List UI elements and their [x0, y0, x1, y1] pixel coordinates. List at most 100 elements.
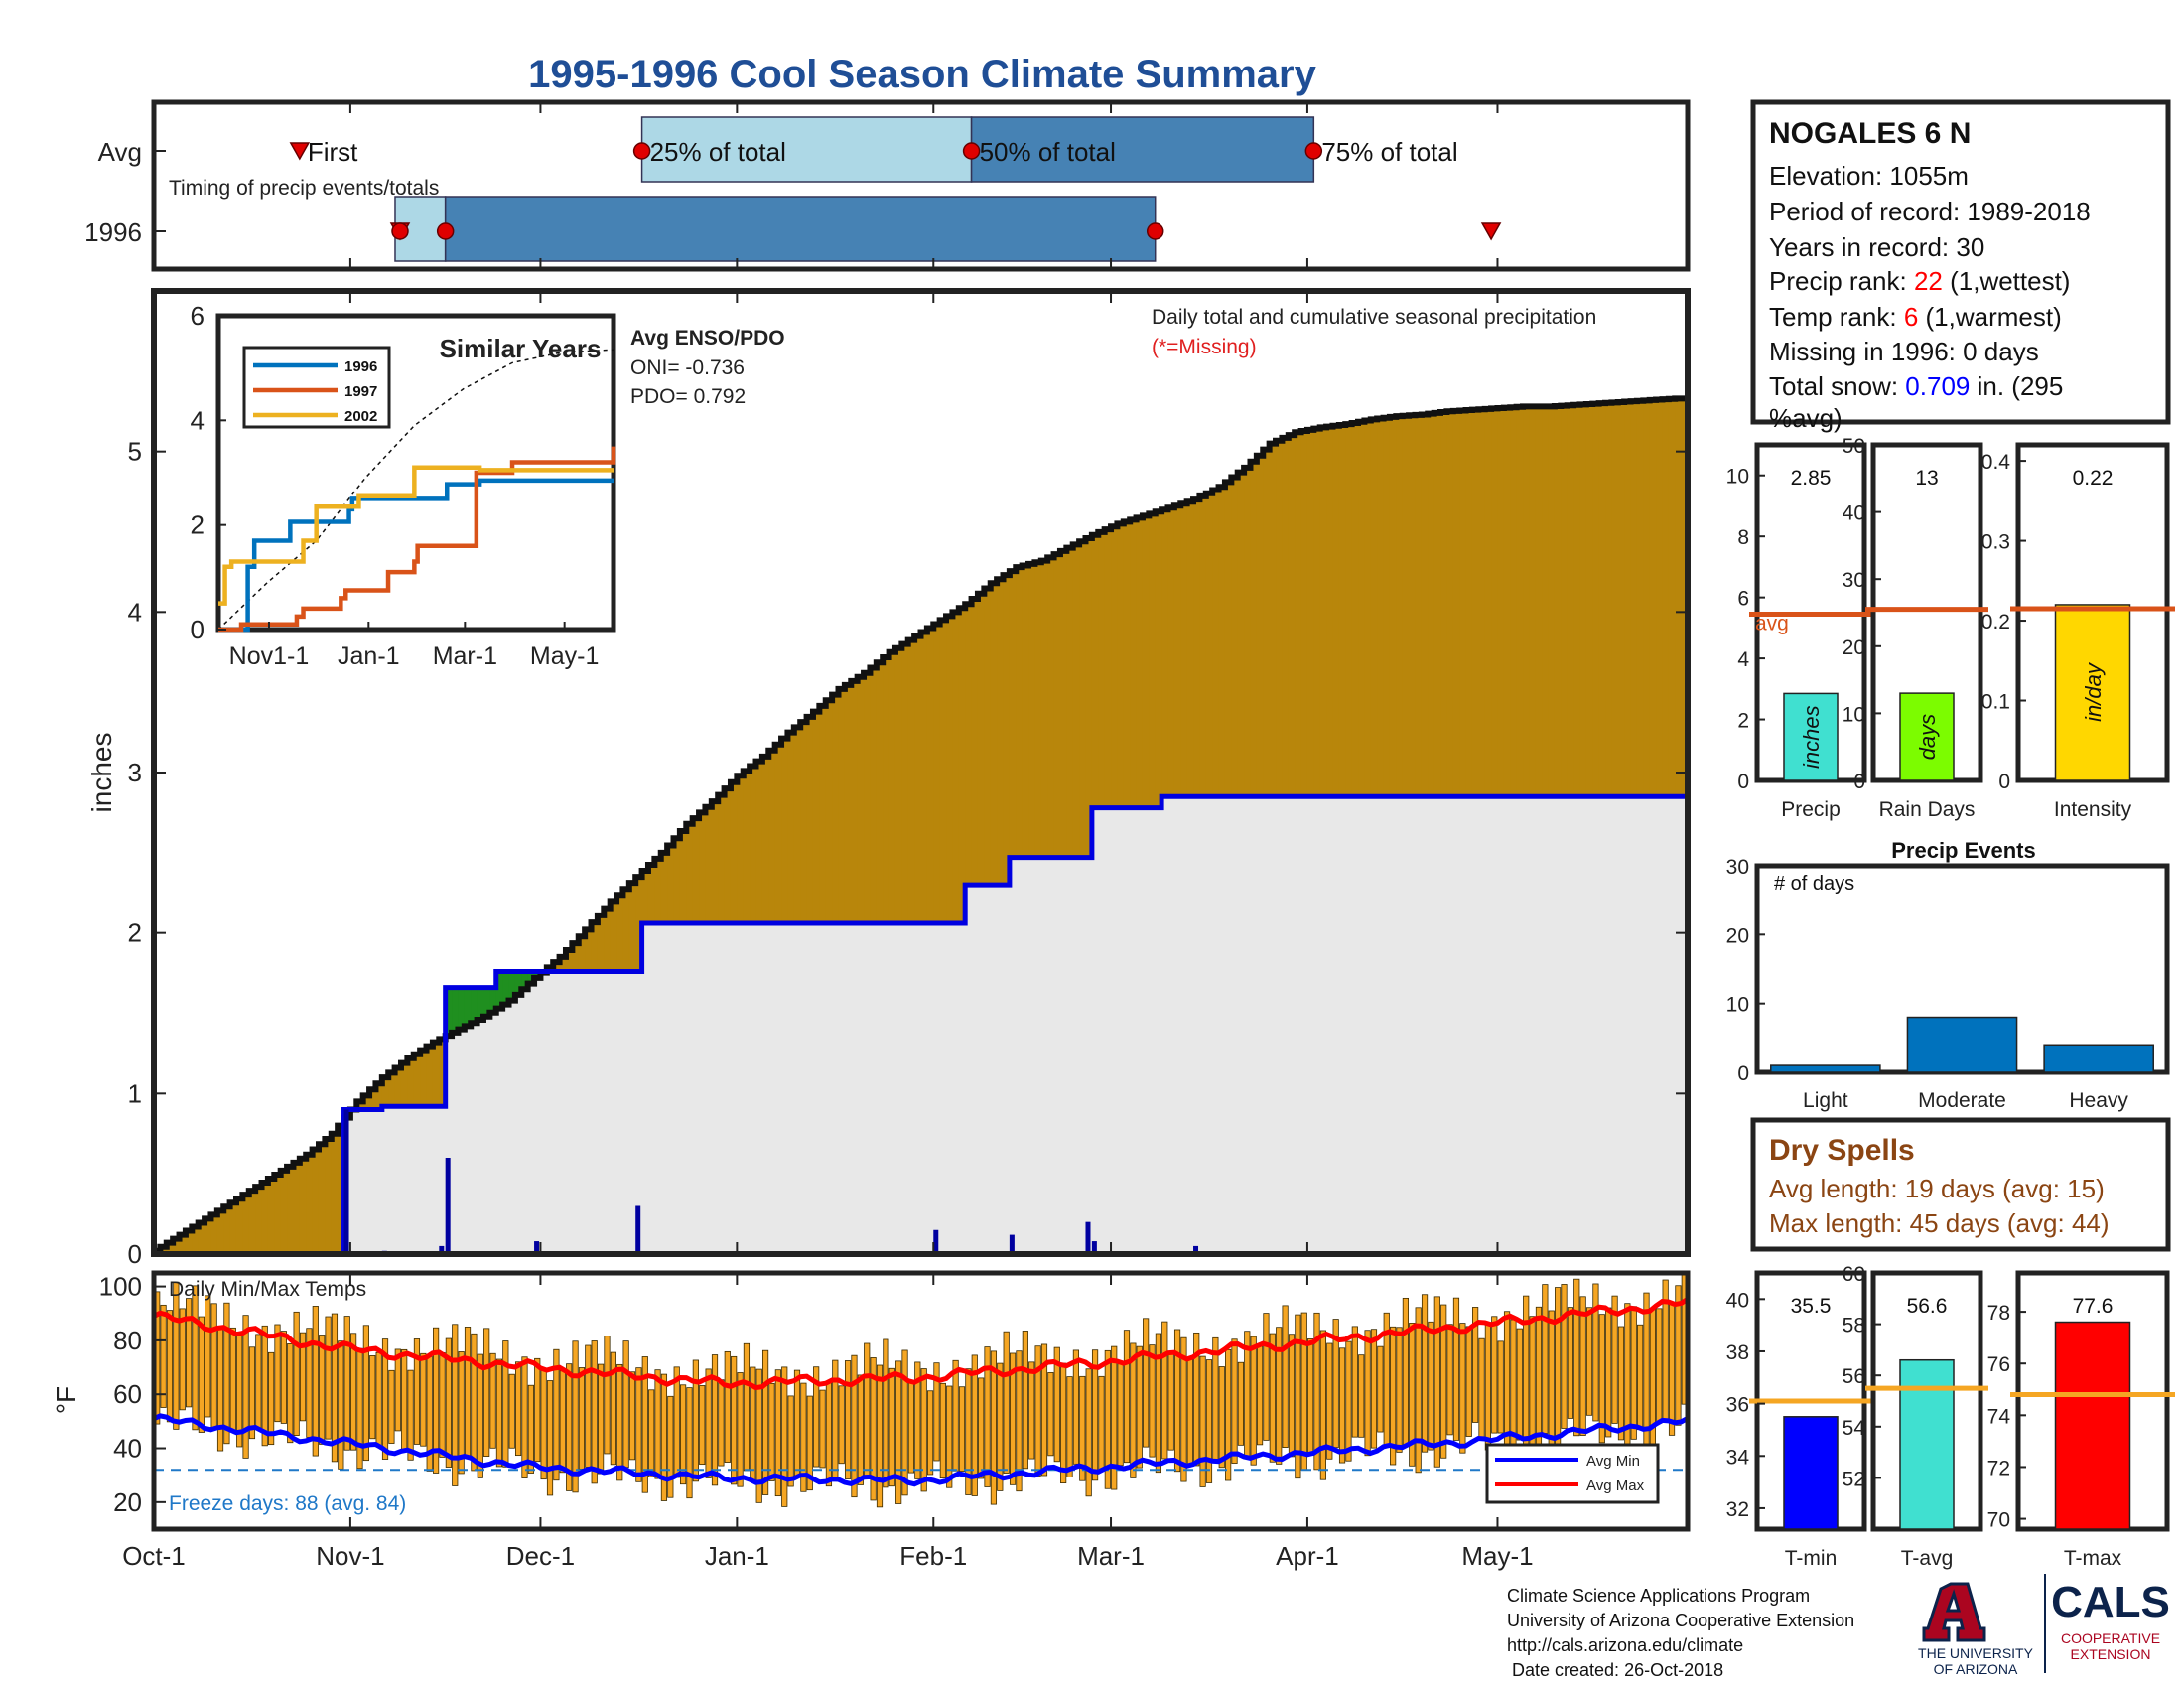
precip-surplus-segment — [1295, 432, 1302, 797]
daily-precip-bar — [933, 1229, 939, 1254]
daily-temp-bar — [1288, 1334, 1296, 1458]
precip-ytick-label: 4 — [1737, 648, 1749, 671]
precip-surplus-segment — [699, 812, 707, 923]
daily-temp-bar — [1104, 1349, 1111, 1489]
precip-surplus-segment — [280, 1170, 288, 1254]
precip-surplus-segment — [1338, 424, 1346, 797]
precip-surplus-segment — [248, 1191, 256, 1254]
daily-temp-bar — [686, 1387, 693, 1499]
dry-spells-title: Dry Spells — [1769, 1134, 1915, 1167]
daily-temp-bar — [851, 1354, 858, 1498]
precip-surplus-segment — [1218, 487, 1226, 797]
precip-surplus-segment — [692, 818, 700, 923]
x-axis-label: May-1 — [1461, 1541, 1533, 1571]
daily-temp-bar — [1624, 1303, 1631, 1456]
events-ytick-label: 0 — [1737, 1062, 1749, 1085]
precip-surplus-segment — [1656, 399, 1664, 797]
precip-deficit-segment — [495, 971, 503, 1009]
precip-surplus-segment — [1098, 531, 1106, 808]
daily-temp-bar — [724, 1350, 731, 1463]
page-title: 1995-1996 Cool Season Climate Summary — [528, 53, 1316, 96]
precip-surplus-segment — [920, 632, 928, 923]
precip-surplus-segment — [1351, 422, 1359, 797]
precip-surplus-segment — [216, 1210, 224, 1254]
precip-surplus-segment — [585, 929, 593, 972]
precip-surplus-segment — [1111, 526, 1119, 808]
precip-surplus-segment — [1306, 429, 1314, 797]
daily-temp-bar — [679, 1384, 687, 1485]
daily-temp-bar — [984, 1346, 991, 1487]
daily-temp-bar — [1548, 1310, 1555, 1446]
daily-temp-bar — [1409, 1322, 1416, 1467]
daily-temp-bar — [1656, 1308, 1663, 1424]
precip-surplus-segment — [622, 889, 630, 972]
daily-temp-bar — [299, 1332, 307, 1422]
precip-surplus-segment — [761, 756, 769, 923]
precip-surplus-segment — [610, 901, 617, 972]
precip-surplus-segment — [750, 766, 757, 923]
precip-ytick-label: 1 — [128, 1078, 142, 1108]
precip-surplus-segment — [1605, 402, 1612, 797]
precip-deficit-segment — [477, 987, 484, 1020]
daily-temp-bar — [464, 1327, 472, 1459]
daily-temp-bar — [1028, 1361, 1035, 1460]
precip-surplus-segment — [338, 1125, 345, 1254]
station-elevation: Elevation: 1055m — [1769, 161, 1969, 191]
avg-75-marker — [1304, 142, 1323, 160]
precip-surplus-segment — [223, 1206, 231, 1254]
precip-surplus-segment — [965, 604, 973, 886]
precip-surplus-segment — [1136, 517, 1144, 808]
enso-oni: ONI= -0.736 — [630, 356, 745, 379]
temp-category-label: T-max — [2064, 1547, 2122, 1570]
precip-deficit-segment — [445, 987, 453, 1037]
x-axis-label: Nov-1 — [316, 1541, 384, 1571]
daily-temp-bar — [1237, 1361, 1244, 1446]
precip-deficit-segment — [464, 987, 472, 1027]
daily-temp-bar — [1016, 1350, 1023, 1492]
missing-days: Missing in 1996: 0 days — [1769, 337, 2039, 366]
precip-surplus-segment — [876, 662, 884, 923]
daily-temp-bar — [1351, 1326, 1358, 1438]
precip-surplus-segment — [413, 1054, 421, 1107]
daily-temp-bar — [1598, 1314, 1605, 1444]
daily-temp-bar — [471, 1333, 478, 1472]
precip-surplus-segment — [1649, 399, 1657, 797]
daily-temp-bar — [420, 1352, 427, 1447]
precip-surplus-segment — [604, 908, 612, 972]
daily-temp-bar — [616, 1363, 623, 1481]
precip-events-chart: Precip Events # of days Light Moderate Hea… — [1726, 838, 2170, 1112]
daily-temp-bar — [1459, 1323, 1466, 1454]
precip-surplus-segment — [894, 647, 902, 923]
timing-row-avg: Avg — [98, 137, 142, 167]
legend-avg-min: Avg Min — [1586, 1453, 1640, 1470]
station-period: Period of record: 1989-2018 — [1769, 197, 2091, 226]
precip-surplus-segment — [1554, 405, 1562, 797]
precip-surplus-segment — [844, 684, 852, 923]
daily-temp-bar — [1390, 1326, 1397, 1466]
avg-75-label: 75% of total — [1321, 137, 1457, 167]
daily-temp-bar — [1567, 1307, 1573, 1419]
daily-temp-bar — [1428, 1321, 1434, 1451]
temp-legend-box — [1485, 1443, 1660, 1504]
precip-surplus-segment — [432, 1042, 440, 1107]
daily-temp-bar — [502, 1340, 509, 1468]
footer-line4: Date created: 26-Oct-2018 — [1507, 1660, 1723, 1680]
daily-temp-bar — [433, 1327, 440, 1474]
precip-rank: Precip rank: 22 (1,wettest) — [1769, 266, 2070, 296]
temp-category-label: T-avg — [1901, 1547, 1954, 1570]
events-category-label: Moderate — [1918, 1089, 2006, 1112]
temp-ytick-label: 52 — [1843, 1468, 1865, 1490]
daily-temp-bar — [546, 1380, 554, 1496]
precip-surplus-segment — [857, 676, 865, 923]
precip-surplus-segment — [242, 1195, 250, 1254]
daily-temp-bar — [622, 1340, 629, 1469]
inset-title: Similar Years — [440, 334, 602, 363]
daily-temp-bar — [1143, 1318, 1150, 1448]
temp-value-label: 56.6 — [1907, 1295, 1948, 1318]
precip-ytick-label: 2 — [1737, 710, 1749, 733]
precip-deficit-segment — [502, 971, 510, 1005]
precip-surplus-segment — [553, 962, 561, 972]
precip-surplus-segment — [205, 1218, 212, 1254]
precip-surplus-segment — [838, 688, 846, 923]
precip-surplus-segment — [274, 1174, 282, 1254]
